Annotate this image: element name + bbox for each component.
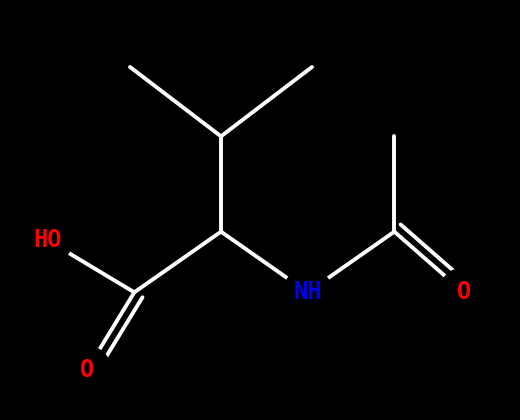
Circle shape [439,268,488,317]
Text: NH: NH [293,280,322,304]
Text: HO: HO [33,228,62,252]
Text: O: O [80,358,94,382]
Circle shape [283,268,332,317]
Circle shape [62,346,111,395]
Circle shape [23,216,72,265]
Text: O: O [457,280,471,304]
